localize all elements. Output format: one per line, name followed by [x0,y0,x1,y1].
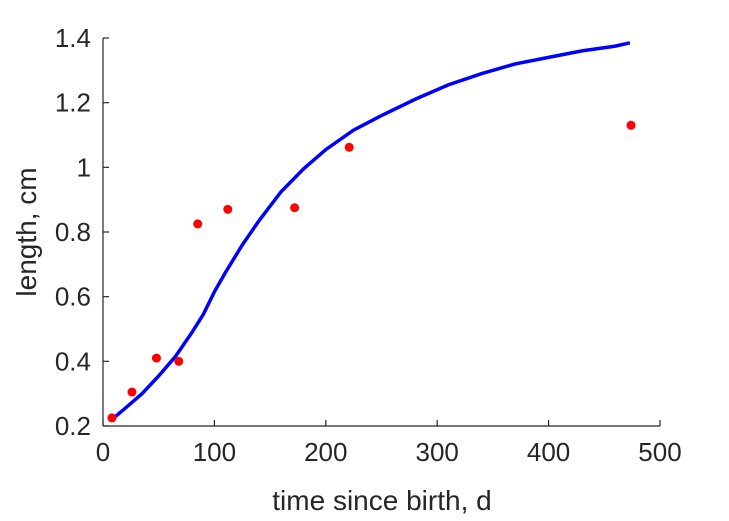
y-tick-label: 1 [77,152,91,182]
x-tick-label: 300 [416,437,459,467]
y-tick-label: 0.4 [55,346,91,376]
data-point [174,356,184,366]
y-tick-label: 1.4 [55,23,91,53]
x-tick-label: 100 [193,437,236,467]
x-tick-label: 400 [527,437,570,467]
data-point [344,142,354,152]
data-point [151,353,161,363]
data-point [107,413,117,423]
data-point [626,120,636,130]
x-tick-label: 200 [304,437,347,467]
y-axis-label: length, cm [11,167,42,296]
data-point [290,203,300,213]
data-point [127,387,137,397]
y-tick-label: 0.8 [55,217,91,247]
y-tick-label: 1.2 [55,88,91,118]
x-tick-label: 0 [96,437,110,467]
y-tick-label: 0.6 [55,282,91,312]
data-points [107,120,636,423]
data-point [193,219,203,229]
y-axis-ticks: 0.2 0.4 0.6 0.8 1 1.2 1.4 [55,23,109,441]
x-axis-ticks: 0 100 200 300 400 500 [96,420,682,467]
x-tick-label: 500 [638,437,681,467]
data-point [223,204,233,214]
axes: 0 100 200 300 400 500 0.2 0.4 0.6 0.8 1 1.2 1.4 [55,23,682,467]
plot-area [107,41,636,423]
y-tick-label: 0.2 [55,411,91,441]
x-axis-label: time since birth, d [272,485,491,516]
fit-curve [110,41,631,421]
